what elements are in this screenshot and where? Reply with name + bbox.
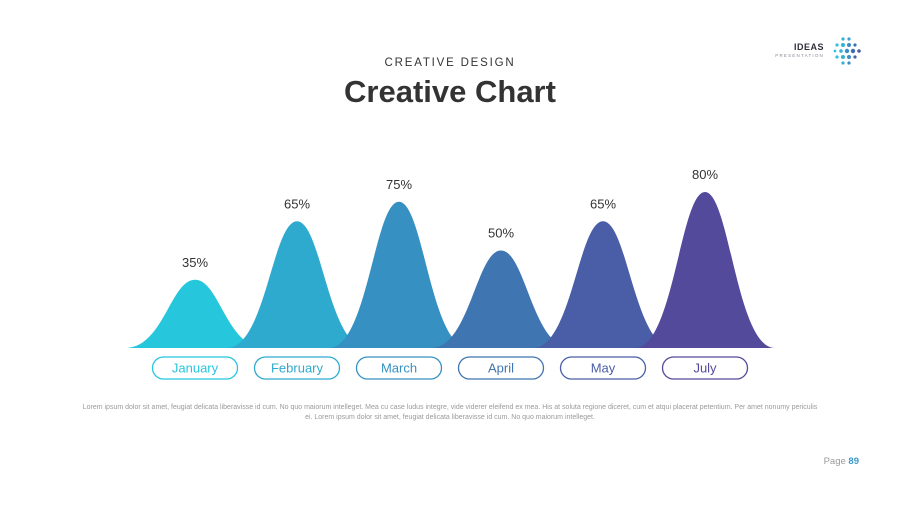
page-label: Page [823,456,846,467]
category-pill-may [559,356,647,380]
logo-subtitle: PRESENTATION [775,53,824,59]
data-label-july: 80% [692,167,718,182]
category-pill-march [355,356,443,380]
page-number-value: 89 [848,456,859,467]
dots-logo-icon [833,37,861,65]
category-pill-february [253,356,341,380]
category-label-february: February [271,361,324,376]
category-label-march: March [381,361,417,376]
data-label-february: 65% [284,196,310,211]
logo-title: IDEAS [793,42,824,53]
bell-may [533,221,673,348]
page-number: Page 89 [824,456,859,467]
bell-july [635,192,775,348]
category-label-april: April [488,361,514,376]
category-label-july: July [693,361,717,376]
bell-february [227,221,367,348]
eyebrow-text: CREATIVE DESIGN [384,57,516,69]
data-label-april: 50% [488,226,514,241]
category-pill-april [457,356,545,380]
category-pill-july [661,356,749,380]
category-label-january: January [172,361,219,376]
bell-march [329,201,469,348]
bell-chart: 35% 65% 75% 50% 65% 80% January February March Ap… [125,167,775,380]
data-label-january: 35% [182,255,208,270]
logo: IDEAS PRESENTATION [775,36,862,66]
data-label-may: 65% [590,196,616,211]
bell-april [431,250,571,348]
category-pill-january [151,356,239,380]
bell-january [125,279,265,348]
category-label-may: May [591,361,616,376]
page-title: Creative Chart [344,74,556,109]
data-label-march: 75% [386,177,412,192]
body-paragraph: Lorem ipsum dolor sit amet, feugiat deli… [82,404,818,422]
